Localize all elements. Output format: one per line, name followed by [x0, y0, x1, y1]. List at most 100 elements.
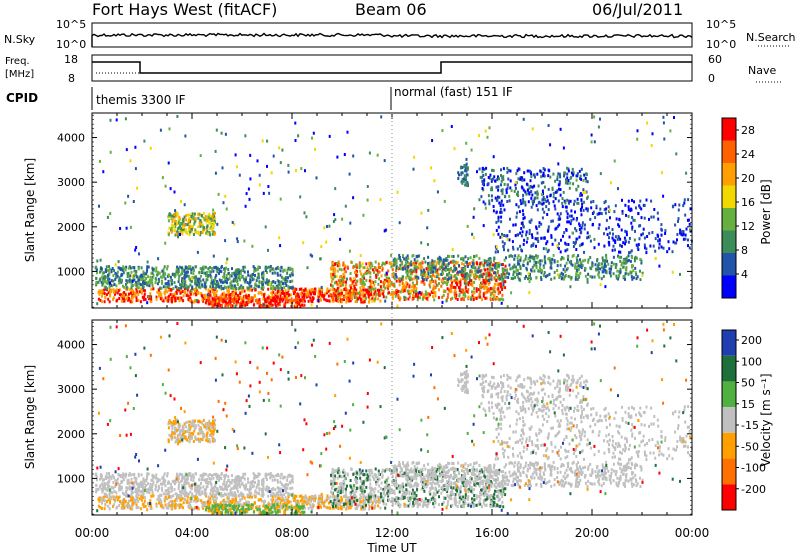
- power-cell: [499, 207, 502, 211]
- power-cell: [501, 188, 504, 192]
- power-cell: [547, 225, 550, 229]
- power-cell: [283, 303, 286, 307]
- power-cell: [492, 259, 495, 263]
- velocity-cell: [107, 504, 110, 508]
- power-cell: [124, 201, 127, 205]
- power-cell: [432, 284, 435, 288]
- power-cell: [592, 210, 595, 214]
- power-cell: [336, 286, 339, 290]
- power-cell: [334, 267, 337, 271]
- power-cell: [441, 279, 443, 283]
- power-cell: [376, 272, 379, 276]
- power-cell: [258, 183, 261, 187]
- power-cell: [399, 296, 402, 300]
- power-cell: [236, 240, 239, 244]
- power-cell: [678, 203, 681, 207]
- power-cell: [230, 304, 232, 308]
- power-cell: [425, 292, 428, 296]
- power-cell: [356, 264, 359, 268]
- power-cell: [419, 265, 422, 269]
- power-cell: [145, 283, 148, 287]
- power-cell: [495, 229, 498, 232]
- power-cell: [346, 299, 349, 302]
- velocity-cell: [183, 494, 186, 498]
- power-cell: [150, 287, 153, 291]
- power-cell: [192, 272, 195, 276]
- power-cell: [507, 177, 510, 181]
- power-cell: [383, 229, 386, 233]
- power-cell: [396, 190, 399, 194]
- power-cell: [547, 174, 550, 178]
- power-cell: [160, 286, 163, 290]
- power-cell: [258, 173, 261, 177]
- power-cell: [234, 270, 237, 274]
- power-cell: [422, 297, 424, 301]
- power-cell: [472, 265, 475, 269]
- power-cell: [609, 270, 612, 274]
- power-cell: [274, 302, 277, 306]
- power-cell: [195, 286, 198, 290]
- power-cell: [195, 275, 198, 279]
- power-cell: [631, 216, 634, 219]
- power-cell: [227, 304, 230, 308]
- power-cell: [577, 264, 580, 268]
- power-cell: [245, 192, 248, 196]
- power-cell: [418, 263, 421, 266]
- velocity-cell: [97, 497, 100, 501]
- power-cell: [239, 269, 242, 273]
- power-cell: [388, 291, 391, 295]
- power-cell: [215, 283, 218, 287]
- power-cell: [104, 287, 107, 291]
- power-cell: [115, 272, 118, 276]
- power-cell: [570, 209, 573, 213]
- power-cell: [295, 169, 297, 172]
- power-cell: [309, 291, 312, 295]
- power-cell: [677, 208, 680, 212]
- power-cell: [242, 265, 245, 269]
- power-cell: [167, 298, 170, 302]
- power-cell: [377, 265, 380, 269]
- power-cell: [392, 291, 395, 295]
- power-cell: [535, 254, 537, 258]
- power-cell: [244, 265, 247, 269]
- power-cell: [662, 194, 665, 198]
- velocity-cell: [272, 498, 275, 502]
- power-cell: [463, 174, 466, 178]
- power-cell: [619, 243, 621, 247]
- power-cell: [660, 227, 663, 231]
- power-cell: [170, 227, 173, 230]
- power-cell: [378, 277, 381, 281]
- power-cell: [371, 281, 374, 285]
- power-cell: [571, 263, 574, 267]
- power-cell: [575, 248, 578, 251]
- power-cell: [372, 287, 375, 291]
- power-cell: [566, 166, 569, 170]
- power-cell: [354, 292, 357, 296]
- power-cell: [603, 201, 606, 205]
- power-cell: [546, 250, 549, 254]
- power-cell: [272, 284, 275, 288]
- power-cell: [112, 274, 115, 278]
- power-cell: [170, 230, 173, 234]
- power-cell: [401, 262, 403, 266]
- power-cell: [167, 233, 170, 237]
- power-cell: [194, 217, 197, 221]
- power-cell: [585, 179, 588, 183]
- power-cell: [127, 287, 130, 291]
- power-cell: [599, 267, 602, 271]
- power-cell: [688, 222, 691, 226]
- power-cell: [495, 220, 498, 224]
- power-cell: [222, 291, 225, 295]
- power-cell: [340, 281, 343, 285]
- power-cell: [547, 187, 550, 191]
- power-cell: [307, 291, 310, 295]
- power-cell: [485, 273, 488, 277]
- power-cell: [543, 198, 546, 202]
- power-cell: [549, 259, 552, 263]
- power-cell: [569, 222, 572, 226]
- power-cell: [406, 269, 409, 273]
- power-cell: [276, 271, 279, 275]
- power-cell: [409, 276, 412, 280]
- power-cell: [639, 205, 641, 209]
